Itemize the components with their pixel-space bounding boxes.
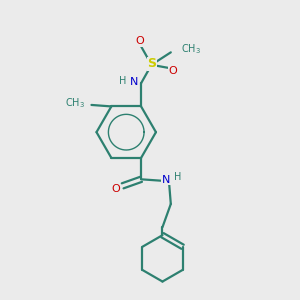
Text: CH$_3$: CH$_3$ (64, 97, 85, 110)
Text: CH$_3$: CH$_3$ (181, 43, 201, 56)
Text: O: O (112, 184, 121, 194)
Text: N: N (130, 77, 138, 87)
Text: S: S (148, 57, 157, 70)
Text: N: N (162, 175, 170, 184)
Text: O: O (135, 36, 144, 46)
Text: H: H (174, 172, 181, 182)
Text: O: O (169, 66, 178, 76)
Text: H: H (119, 76, 126, 86)
